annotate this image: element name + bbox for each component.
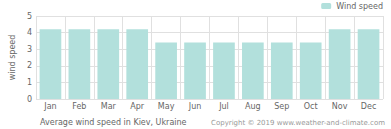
svg-text:Sep: Sep <box>274 102 289 111</box>
svg-text:wind speed: wind speed <box>8 35 17 81</box>
svg-text:Feb: Feb <box>72 102 86 111</box>
svg-text:Apr: Apr <box>130 102 145 111</box>
svg-text:Nov: Nov <box>332 102 348 111</box>
svg-text:4: 4 <box>27 28 32 37</box>
svg-text:Jun: Jun <box>188 102 202 111</box>
svg-text:2: 2 <box>27 61 32 70</box>
svg-text:Jul: Jul <box>218 102 229 111</box>
svg-text:Oct: Oct <box>304 102 318 111</box>
svg-text:0: 0 <box>27 95 32 104</box>
svg-text:Dec: Dec <box>361 102 376 111</box>
svg-text:Copyright © 2019 www.weather-a: Copyright © 2019 www.weather-and-climate… <box>211 119 385 127</box>
svg-text:1: 1 <box>27 78 32 87</box>
svg-text:Aug: Aug <box>245 102 261 111</box>
svg-text:Average wind speed in Kiev, Uk: Average wind speed in Kiev, Ukraine <box>40 118 187 127</box>
svg-text:5: 5 <box>27 12 32 21</box>
svg-text:Mar: Mar <box>101 102 117 111</box>
svg-text:3: 3 <box>27 45 32 54</box>
svg-text:Jan: Jan <box>43 102 56 111</box>
svg-text:Wind speed: Wind speed <box>336 2 383 11</box>
svg-text:May: May <box>158 102 175 111</box>
